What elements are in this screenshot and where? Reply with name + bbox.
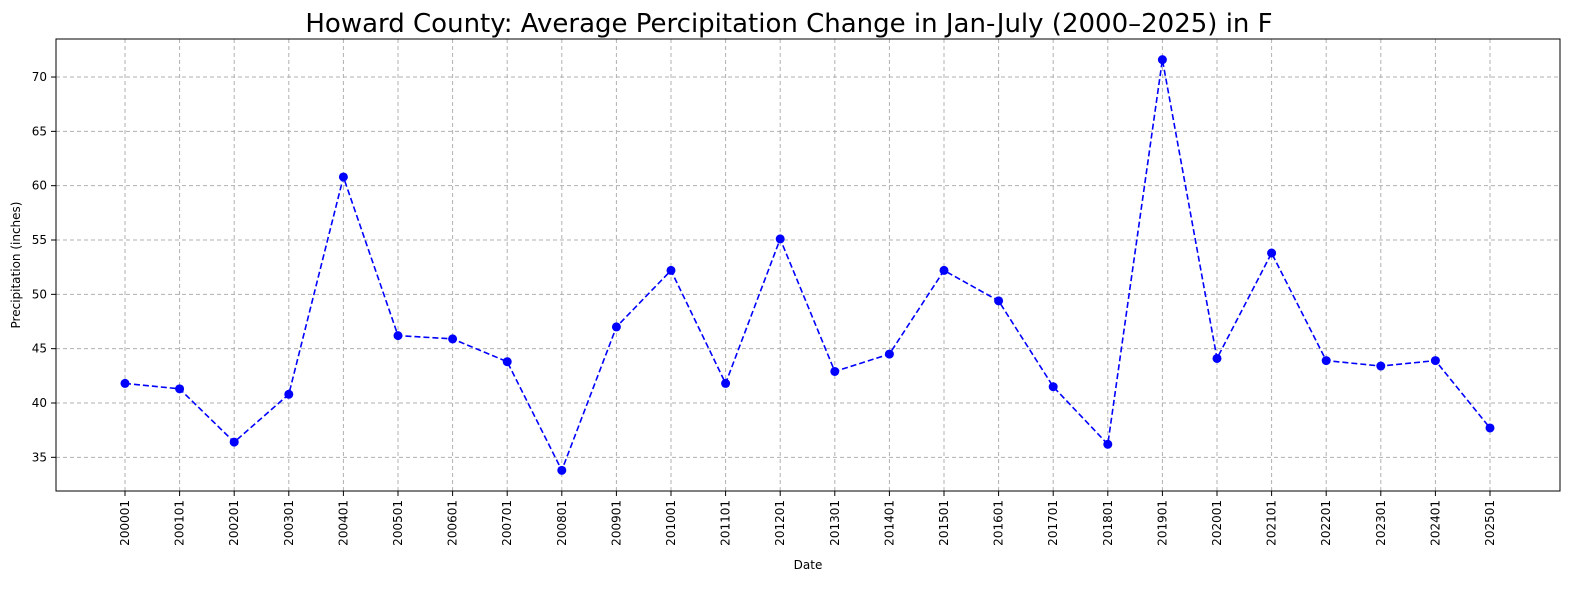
grid-lines: [56, 39, 1560, 491]
data-point: [1212, 353, 1222, 363]
axis-ticks: 35 40 45 50 55 60 65 70 200001 200101 200201 200301…: [32, 70, 1497, 546]
data-point: [721, 378, 731, 388]
data-point: [1376, 361, 1386, 371]
x-tick-label: 201101: [719, 500, 733, 546]
y-tick-label: 35: [32, 450, 47, 464]
data-point: [884, 349, 894, 359]
data-point: [939, 265, 949, 275]
data-point: [611, 322, 621, 332]
data-point: [393, 331, 403, 341]
x-tick-label: 200701: [500, 500, 514, 546]
y-tick-label: 50: [32, 287, 47, 301]
data-point: [175, 384, 185, 394]
data-point: [448, 334, 458, 344]
data-point: [830, 366, 840, 376]
y-tick-label: 60: [32, 179, 47, 193]
data-point: [994, 296, 1004, 306]
data-point: [775, 234, 785, 244]
x-tick-label: 202501: [1483, 500, 1497, 546]
data-point: [502, 357, 512, 367]
data-point: [338, 172, 348, 182]
x-tick-label: 202401: [1428, 500, 1442, 546]
y-tick-label: 40: [32, 396, 47, 410]
x-tick-label: 201701: [1046, 500, 1060, 546]
x-tick-label: 200001: [118, 500, 132, 546]
x-tick-label: 200301: [282, 500, 296, 546]
data-point: [557, 465, 567, 475]
data-point: [1321, 356, 1331, 366]
x-tick-label: 202301: [1374, 500, 1388, 546]
x-tick-label: 202201: [1319, 500, 1333, 546]
x-tick-label: 202001: [1210, 500, 1224, 546]
x-tick-label: 200401: [336, 500, 350, 546]
x-tick-label: 200801: [555, 500, 569, 546]
y-tick-label: 45: [32, 342, 47, 356]
data-point: [666, 265, 676, 275]
data-point: [120, 378, 130, 388]
x-tick-label: 201501: [937, 500, 951, 546]
data-point: [1048, 382, 1058, 392]
x-tick-label: 201401: [882, 500, 896, 546]
data-point: [1485, 423, 1495, 433]
x-tick-label: 201001: [664, 500, 678, 546]
chart-title: Howard County: Average Percipitation Cha…: [305, 9, 1272, 39]
x-axis-label: Date: [794, 558, 823, 572]
x-tick-label: 201301: [828, 500, 842, 546]
data-point: [1103, 439, 1113, 449]
x-tick-label: 201601: [992, 500, 1006, 546]
y-tick-label: 70: [32, 70, 47, 84]
data-point: [284, 389, 294, 399]
x-tick-label: 201901: [1155, 500, 1169, 546]
y-axis-label: Precipitation (inches): [9, 202, 23, 329]
series-layer: [120, 55, 1495, 475]
x-tick-label: 200901: [609, 500, 623, 546]
series-line: [124, 59, 1491, 473]
x-tick-label: 201801: [1101, 500, 1115, 546]
data-point: [1157, 55, 1167, 65]
data-point: [1430, 356, 1440, 366]
data-point: [229, 437, 239, 447]
x-tick-label: 200101: [173, 500, 187, 546]
plot-frame: [55, 38, 1561, 492]
x-tick-label: 200601: [446, 500, 460, 546]
x-tick-label: 200501: [391, 500, 405, 546]
x-tick-label: 202101: [1265, 500, 1279, 546]
data-point: [1267, 248, 1277, 258]
y-tick-label: 65: [32, 124, 47, 138]
y-tick-label: 55: [32, 233, 47, 247]
x-tick-label: 201201: [773, 500, 787, 546]
x-tick-label: 200201: [227, 500, 241, 546]
